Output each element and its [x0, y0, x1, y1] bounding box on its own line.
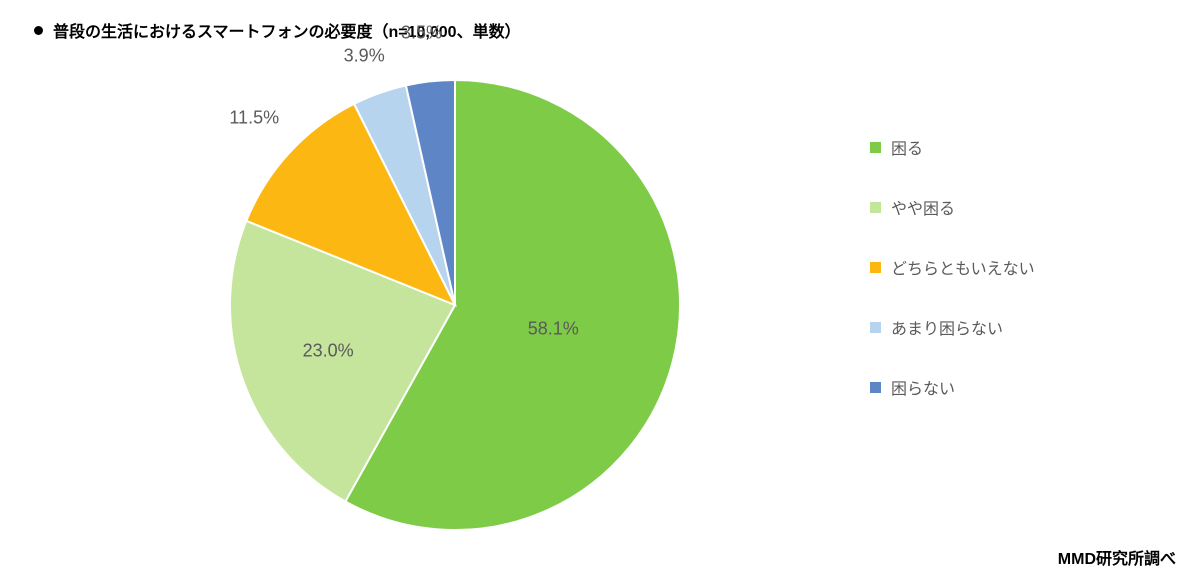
chart-title: 普段の生活におけるスマートフォンの必要度（n=10,000、単数） [53, 18, 521, 42]
legend-label: 困る [891, 135, 923, 159]
legend-label: やや困る [891, 195, 955, 219]
legend-item: あまり困らない [870, 315, 1035, 339]
legend-item: 困る [870, 135, 1035, 159]
legend-swatch [870, 142, 881, 153]
pie-chart: 58.1%23.0%11.5%3.9%3.5% [220, 70, 690, 540]
legend-item: やや困る [870, 195, 1035, 219]
legend-item: どちらともいえない [870, 255, 1035, 279]
slice-value-label: 3.9% [344, 45, 385, 66]
pie-svg [220, 70, 690, 540]
legend-swatch [870, 382, 881, 393]
legend-label: どちらともいえない [891, 255, 1035, 279]
bullet-icon [34, 26, 43, 35]
source-credit: MMD研究所調べ [1058, 545, 1176, 569]
chart-title-row: 普段の生活におけるスマートフォンの必要度（n=10,000、単数） [34, 18, 521, 42]
legend-label: 困らない [891, 375, 955, 399]
legend-swatch [870, 322, 881, 333]
legend-item: 困らない [870, 375, 1035, 399]
legend-swatch [870, 202, 881, 213]
legend: 困るやや困るどちらともいえないあまり困らない困らない [870, 135, 1035, 399]
legend-swatch [870, 262, 881, 273]
legend-label: あまり困らない [891, 315, 1003, 339]
